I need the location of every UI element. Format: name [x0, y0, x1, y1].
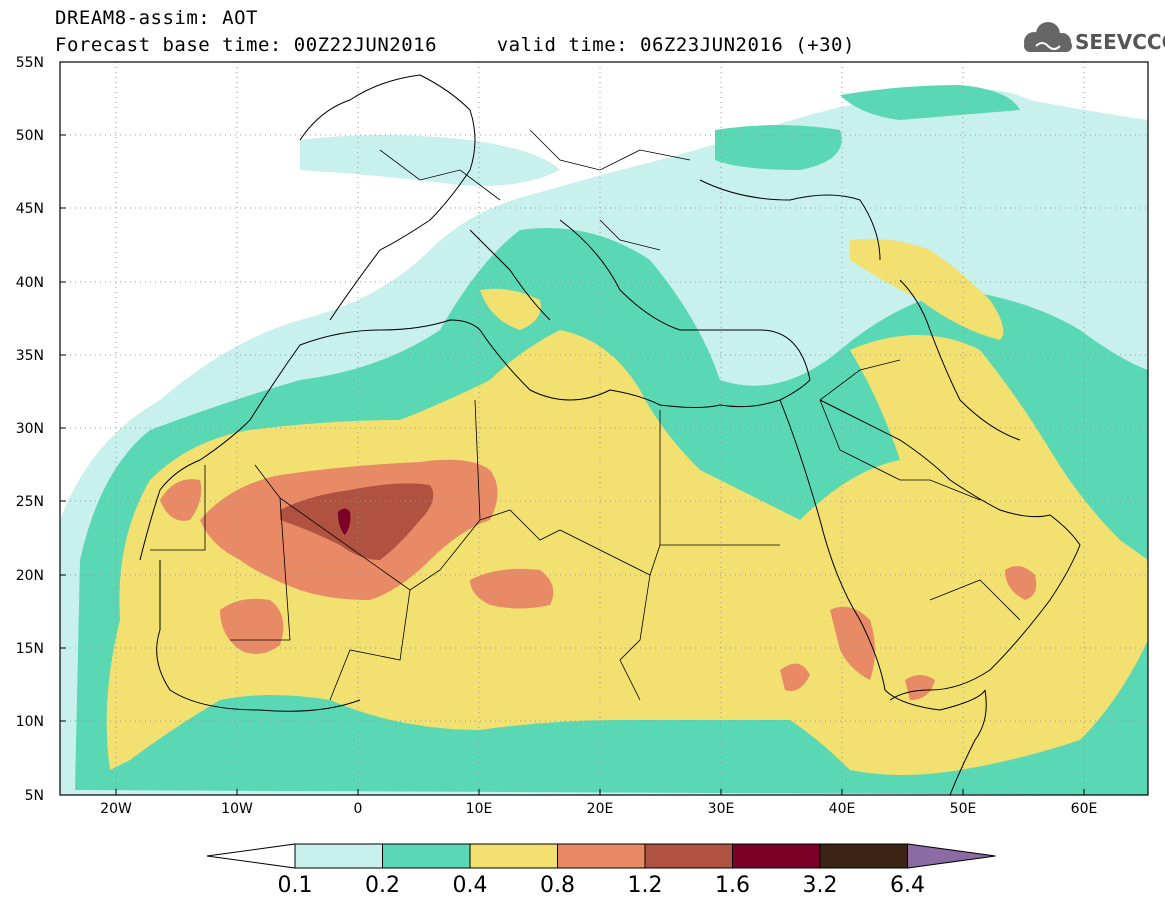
lon-label: 10E — [466, 801, 493, 817]
lon-label: 0 — [354, 801, 363, 817]
graticule — [60, 62, 1148, 795]
colorbar-box — [382, 843, 471, 869]
lon-label: 20E — [587, 801, 614, 817]
lat-label: 35N — [16, 348, 44, 364]
cloud-icon — [1024, 22, 1072, 52]
logo-text: SEEVCCC — [1075, 30, 1165, 54]
lat-label: 20N — [16, 568, 44, 584]
lat-label: 30N — [16, 421, 44, 437]
map-title-line2: Forecast base time: 00Z22JUN2016 valid t… — [55, 34, 855, 56]
colorbar-box — [294, 843, 383, 869]
colorbar-label: 1.2 — [628, 873, 663, 898]
aot-band-1.2 — [280, 483, 434, 560]
aot-field — [60, 62, 1148, 795]
colorbar-label: 0.4 — [453, 873, 488, 898]
colorbar-label: 3.2 — [803, 873, 838, 898]
lat-label: 40N — [16, 275, 44, 291]
colorbar-box — [732, 843, 821, 869]
lon-label: 30E — [708, 801, 735, 817]
lat-label: 50N — [16, 128, 44, 144]
aot-band-0.4 — [106, 238, 1148, 775]
lat-label: 25N — [16, 494, 44, 510]
seevccc-logo: SEEVCCC — [1024, 22, 1165, 54]
colorbar-underflow-arrow — [206, 843, 296, 869]
lon-label: 10W — [221, 801, 253, 817]
lat-label: 55N — [16, 55, 44, 71]
colorbar-box — [644, 843, 733, 869]
colorbar-label: 6.4 — [890, 873, 925, 898]
lon-label: 40E — [829, 801, 856, 817]
colorbar-label: 0.2 — [365, 873, 400, 898]
colorbar-label: 0.8 — [540, 873, 575, 898]
lat-label: 5N — [25, 788, 44, 804]
map-title-line1: DREAM8-assim: AOT — [55, 7, 258, 29]
axis-ticks — [60, 61, 1085, 795]
colorbar-label: 1.6 — [715, 873, 750, 898]
lat-label: 15N — [16, 641, 44, 657]
aot-band-1.6 — [338, 508, 351, 535]
colorbar-box — [469, 843, 558, 869]
lon-label: 50E — [950, 801, 977, 817]
coastlines — [139, 74, 1081, 795]
colorbar-box — [557, 843, 646, 869]
lon-labels: 20W 10W 0 10E 20E 30E 40E 50E 60E — [100, 801, 1097, 817]
colorbar-box — [819, 843, 908, 869]
lat-label: 10N — [16, 714, 44, 730]
lon-label: 60E — [1071, 801, 1098, 817]
lat-labels: 55N 50N 45N 40N 35N 30N 25N 20N 15N 10N … — [16, 55, 44, 804]
country-borders — [150, 129, 1021, 701]
lat-label: 45N — [16, 201, 44, 217]
lon-label: 20W — [100, 801, 132, 817]
colorbar-overflow-arrow — [907, 843, 996, 869]
colorbar-label: 0.1 — [278, 873, 313, 898]
colorbar: 0.1 0.2 0.4 0.8 1.2 1.6 3.2 6.4 — [206, 843, 996, 898]
